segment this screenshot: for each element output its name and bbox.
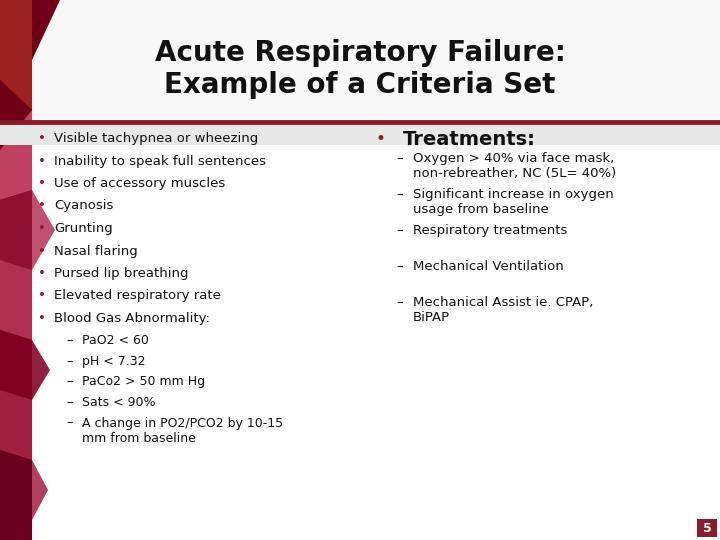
Text: Oxygen > 40% via face mask,
non-rebreather, NC (5L= 40%): Oxygen > 40% via face mask, non-rebreath… xyxy=(413,152,616,180)
Text: Blood Gas Abnormality:: Blood Gas Abnormality: xyxy=(54,312,210,325)
Text: Visible tachypnea or wheezing: Visible tachypnea or wheezing xyxy=(54,132,258,145)
Text: •: • xyxy=(38,312,46,325)
Text: 5: 5 xyxy=(703,522,711,535)
Polygon shape xyxy=(0,110,32,200)
Text: –: – xyxy=(397,296,403,309)
Text: –: – xyxy=(67,396,73,409)
FancyBboxPatch shape xyxy=(0,122,720,145)
Polygon shape xyxy=(32,460,48,520)
Text: PaCo2 > 50 mm Hg: PaCo2 > 50 mm Hg xyxy=(82,375,205,388)
Text: •: • xyxy=(38,245,46,258)
Text: •: • xyxy=(375,130,385,148)
Text: •: • xyxy=(38,177,46,190)
Text: Inability to speak full sentences: Inability to speak full sentences xyxy=(54,154,266,167)
Polygon shape xyxy=(0,450,32,540)
Text: •: • xyxy=(38,154,46,167)
Text: –: – xyxy=(67,334,73,348)
Polygon shape xyxy=(0,390,32,460)
Text: Example of a Criteria Set: Example of a Criteria Set xyxy=(164,71,556,99)
Text: Cyanosis: Cyanosis xyxy=(54,199,113,213)
Text: –: – xyxy=(397,188,403,201)
Text: –: – xyxy=(67,355,73,368)
Text: Mechanical Ventilation: Mechanical Ventilation xyxy=(413,260,564,273)
Text: •: • xyxy=(38,267,46,280)
Polygon shape xyxy=(0,0,32,110)
Text: –: – xyxy=(397,224,403,237)
Polygon shape xyxy=(32,190,55,270)
Text: PaO2 < 60: PaO2 < 60 xyxy=(82,334,149,348)
Polygon shape xyxy=(0,330,32,400)
FancyBboxPatch shape xyxy=(697,519,717,537)
Text: A change in PO2/PCO2 by 10-15
mm from baseline: A change in PO2/PCO2 by 10-15 mm from ba… xyxy=(82,416,283,444)
Polygon shape xyxy=(0,190,32,270)
Polygon shape xyxy=(0,80,32,150)
Text: Acute Respiratory Failure:: Acute Respiratory Failure: xyxy=(155,39,565,67)
Text: Nasal flaring: Nasal flaring xyxy=(54,245,138,258)
Text: Respiratory treatments: Respiratory treatments xyxy=(413,224,567,237)
Text: pH < 7.32: pH < 7.32 xyxy=(82,355,145,368)
Text: Grunting: Grunting xyxy=(54,222,113,235)
Text: –: – xyxy=(397,260,403,273)
Text: •: • xyxy=(38,199,46,213)
Text: •: • xyxy=(38,289,46,302)
Text: Pursed lip breathing: Pursed lip breathing xyxy=(54,267,189,280)
Text: •: • xyxy=(38,132,46,145)
Polygon shape xyxy=(32,340,50,400)
Text: Elevated respiratory rate: Elevated respiratory rate xyxy=(54,289,221,302)
Polygon shape xyxy=(0,260,32,340)
Text: Use of accessory muscles: Use of accessory muscles xyxy=(54,177,225,190)
Polygon shape xyxy=(0,0,32,540)
Text: Mechanical Assist ie. CPAP,
BiPAP: Mechanical Assist ie. CPAP, BiPAP xyxy=(413,296,593,324)
Text: –: – xyxy=(397,152,403,165)
Text: Treatments:: Treatments: xyxy=(403,130,536,149)
Text: •: • xyxy=(38,222,46,235)
FancyBboxPatch shape xyxy=(0,0,720,150)
Text: Sats < 90%: Sats < 90% xyxy=(82,396,156,409)
Text: –: – xyxy=(67,375,73,388)
Text: Significant increase in oxygen
usage from baseline: Significant increase in oxygen usage fro… xyxy=(413,188,613,216)
Text: –: – xyxy=(67,416,73,429)
Polygon shape xyxy=(32,0,60,60)
